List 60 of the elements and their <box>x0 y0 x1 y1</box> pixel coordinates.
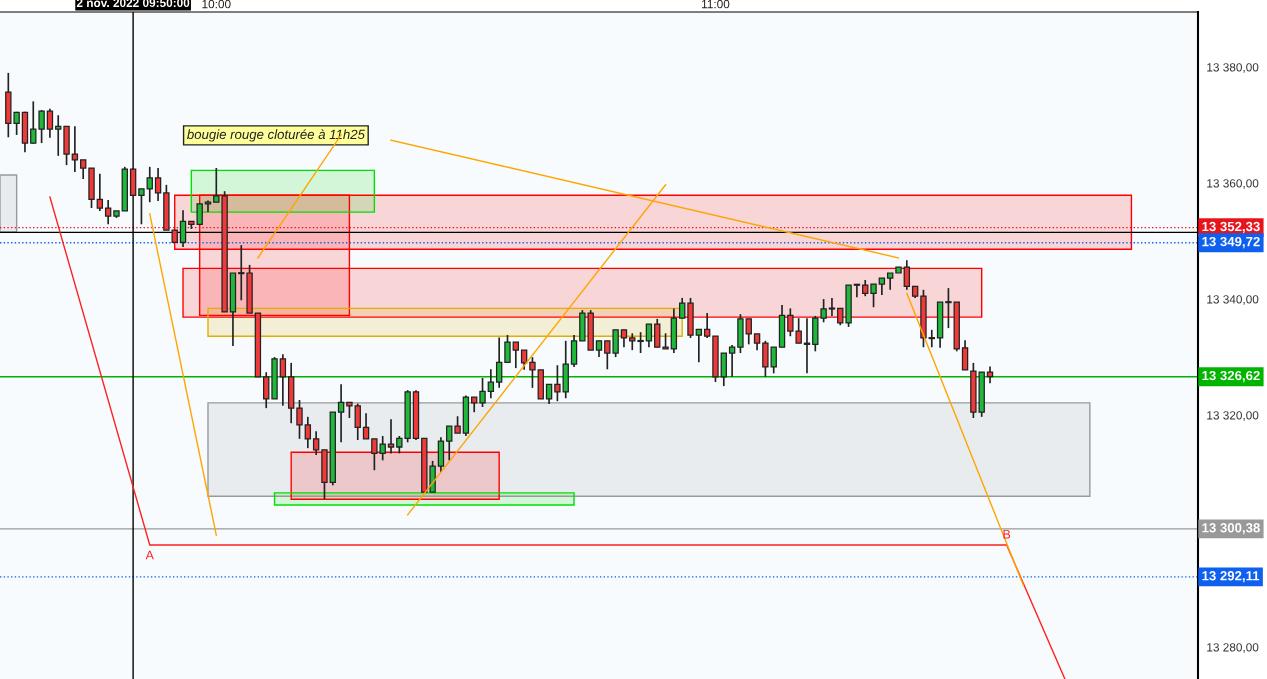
candlestick <box>853 283 861 299</box>
annotation: B <box>1003 529 1011 539</box>
candlestick <box>263 371 270 409</box>
candlestick <box>337 383 345 444</box>
candlestick <box>479 377 486 408</box>
candlestick <box>354 402 361 441</box>
y-tick-label: 13 380,00 <box>1207 63 1259 73</box>
x-tick-label: 10:00 <box>202 0 231 9</box>
candlestick <box>55 114 62 157</box>
candlestick <box>362 412 370 440</box>
y-tick-label: 13 280,00 <box>1207 643 1259 653</box>
candlestick <box>570 334 578 368</box>
candlestick <box>487 368 495 400</box>
candlestick <box>678 297 686 320</box>
candlestick <box>154 167 162 202</box>
candlestick <box>279 353 287 407</box>
candlestick <box>238 244 245 302</box>
annotation: A <box>145 550 154 560</box>
candlestick <box>645 323 653 349</box>
candlestick <box>695 328 703 364</box>
candlestick <box>529 356 536 389</box>
candlestick <box>71 125 79 173</box>
candlestick <box>870 283 877 309</box>
candlestick <box>728 344 736 378</box>
y-tick-label: 13 360,00 <box>1207 179 1259 189</box>
candlestick <box>146 166 153 204</box>
annotation: bougie rouge cloturée à 11h25 <box>187 129 365 142</box>
ref-line-label: 13 300,38 <box>1202 523 1260 535</box>
candlestick <box>745 317 752 346</box>
candlestick <box>296 399 303 440</box>
candlestick <box>520 349 528 371</box>
candlestick <box>138 188 145 226</box>
candlestick <box>928 329 935 349</box>
x-tick-label: 11:00 <box>702 0 730 9</box>
candlestick <box>304 416 312 449</box>
candlestick <box>545 383 553 405</box>
ref-line-label: 13 352,33 <box>1202 221 1260 234</box>
candlestick <box>104 199 112 226</box>
candlestick <box>654 317 661 349</box>
candlestick <box>96 172 104 212</box>
y-tick-label: 13 340,00 <box>1207 295 1259 305</box>
candlestick <box>512 341 520 369</box>
candlestick <box>961 339 969 371</box>
ref-line-label: 13 326,62 <box>1202 370 1260 383</box>
ref-line-label: 13 292,11 <box>1202 571 1260 583</box>
ref-line-label: 13 349,72 <box>1202 236 1260 249</box>
candlestick <box>828 297 836 317</box>
candlestick <box>945 287 952 329</box>
candlestick <box>312 430 320 456</box>
candlestick <box>720 352 727 387</box>
candlestick <box>46 108 54 139</box>
candlestick <box>495 336 503 389</box>
candlestick <box>179 209 187 248</box>
candlestick <box>504 334 511 364</box>
candlestick <box>79 159 87 180</box>
y-tick-label: 13 320,00 <box>1207 411 1259 421</box>
candlestick <box>387 418 395 455</box>
candlestick <box>903 259 911 291</box>
candlestick <box>703 312 711 339</box>
candlestick <box>446 425 453 462</box>
